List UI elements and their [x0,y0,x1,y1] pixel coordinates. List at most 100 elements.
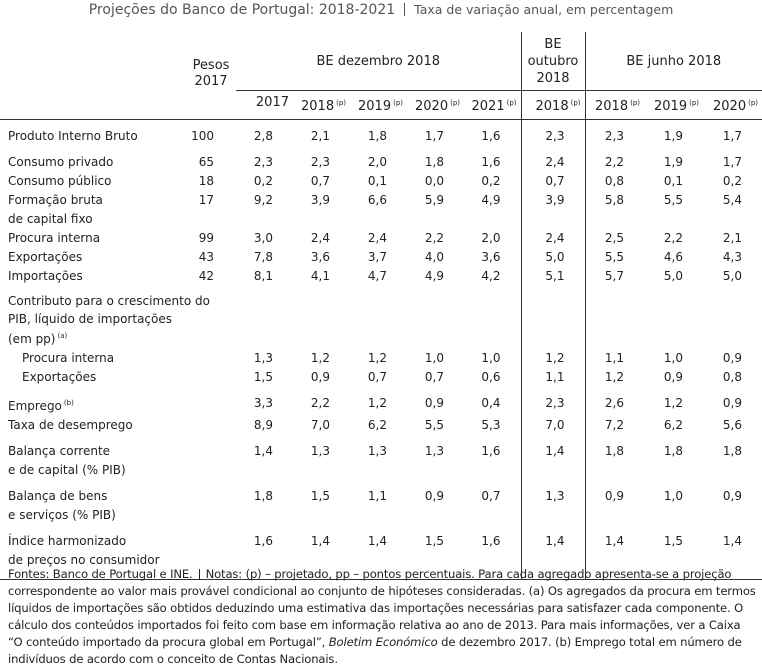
row-label: Balança de bens e serviços (% PIB) [0,480,186,525]
value: 2,6 [584,386,644,416]
note: (b) [63,398,74,407]
value: 3,3 [253,395,273,410]
column-header: 2017 [236,90,293,120]
value: 5,1 [520,267,585,286]
label-text: Procura interna [8,231,101,245]
row-label: Exportações [0,248,186,267]
value: 5,8 [584,191,644,229]
data-row: Importações 42 8,1 4,1 4,7 4,9 4,2 5,1 5,7 5,0 5,0 [0,267,762,286]
group-header: BE junho 2018 [584,32,762,91]
note: (p) [630,99,640,107]
value: 0,7 [520,172,585,191]
row-label: Balança corrente e de capital (% PIB) [0,435,186,480]
value: 1,2 [520,348,585,368]
value: 0,7 [481,488,501,503]
note: (p) [450,99,460,107]
value: 5,5 [663,193,683,207]
value: 2,0 [367,155,387,169]
data-row: Formação bruta de capital fixo 17 9,2 3,9 6,… [0,191,762,229]
value: 0,0 [424,174,444,188]
note: (p) [393,99,403,107]
column-header: 2020 (p) [407,90,464,120]
weight: 42 [198,269,214,283]
value: 6,2 [367,417,387,432]
value: 1,3 [424,443,444,458]
data-row: Taxa de desemprego 8,9 7,0 6,2 5,5 5,3 7,0 7,2 6… [0,415,762,435]
value: 1,8 [424,155,444,169]
separator [404,3,406,16]
value: 1,4 [703,524,762,580]
blank [520,286,585,349]
year: 2018 [595,99,629,114]
value: 4,0 [424,250,444,264]
value: 7,0 [310,417,330,432]
value: 6,2 [663,417,683,432]
value: 1,3 [520,479,585,525]
column-header: 2018 (p) [520,90,585,120]
value: 3,6 [481,250,501,264]
blank [186,435,236,480]
weight: 18 [198,174,214,188]
value: 4,9 [424,269,444,283]
value: 1,4 [520,524,585,580]
value: 4,1 [310,269,330,283]
weight: 100 [191,129,214,143]
value: 6,6 [367,193,387,207]
column-header: 2019 (p) [350,90,407,120]
row-label: Consumo público [0,172,186,191]
column-header: 2021 (p) [464,90,521,120]
value: 0,7 [367,369,387,384]
column-header: 2018 (p) [293,90,350,120]
value: 2,1 [722,231,743,245]
value: 7,2 [584,415,644,435]
blank [186,524,236,580]
year: 2018 [301,99,335,114]
value: 2,2 [584,146,644,172]
value: 1,1 [367,488,387,503]
data-row: Procura interna 99 3,0 2,4 2,4 2,2 2,0 2,4 2,5 2,… [0,229,762,248]
section-heading-row: Contributo para o crescimento do PIB, lí… [0,286,762,349]
value: 3,6 [310,250,330,264]
value: 0,9 [722,350,743,365]
subtitle: Taxa de variação anual, em percentagem [414,2,674,17]
footnote: Fontes: Banco de Portugal e INE. Notas: (… [8,566,758,666]
year: 2020 [713,99,747,114]
value: 4,3 [722,250,743,264]
blank [186,368,236,387]
value: 2,2 [424,231,444,245]
blank [644,286,703,349]
value: 1,5 [407,524,464,580]
note: (p) [689,99,699,107]
value: 0,8 [584,172,644,191]
value: 4,2 [481,269,501,283]
label-text: Balança corrente e de capital (% PIB) [8,443,126,477]
value: 0,1 [367,174,387,188]
value: 0,1 [663,174,683,188]
value: 1,6 [481,155,501,169]
label-text: Balança de bens e serviços (% PIB) [8,488,116,522]
value: 4,7 [367,269,387,283]
value: 0,9 [310,369,330,384]
data-row: Balança corrente e de capital (% PIB) 1,4… [0,434,762,480]
row-label: Importações [0,267,186,286]
title: Projeções do Banco de Portugal: 2018-202… [88,2,396,18]
data-row: Índice harmonizado de preços no consumid… [0,524,762,580]
value: 2,3 [520,119,585,146]
weight: 65 [198,155,214,169]
value: 0,8 [722,369,743,384]
note: (p) [506,99,517,107]
label-text: Índice harmonizado de preços no consumid… [8,533,160,567]
value: 5,6 [722,417,743,432]
value: 8,9 [253,417,273,432]
value: 5,4 [722,193,743,207]
value: 9,2 [253,193,273,207]
label-text: Importações [8,269,83,283]
value: 1,5 [644,524,703,580]
blank [186,387,236,416]
year: 2017 [255,95,289,110]
value: 2,3 [584,119,644,146]
value: 0,2 [722,174,743,188]
value: 5,0 [520,248,585,267]
year: 2019 [654,99,688,114]
